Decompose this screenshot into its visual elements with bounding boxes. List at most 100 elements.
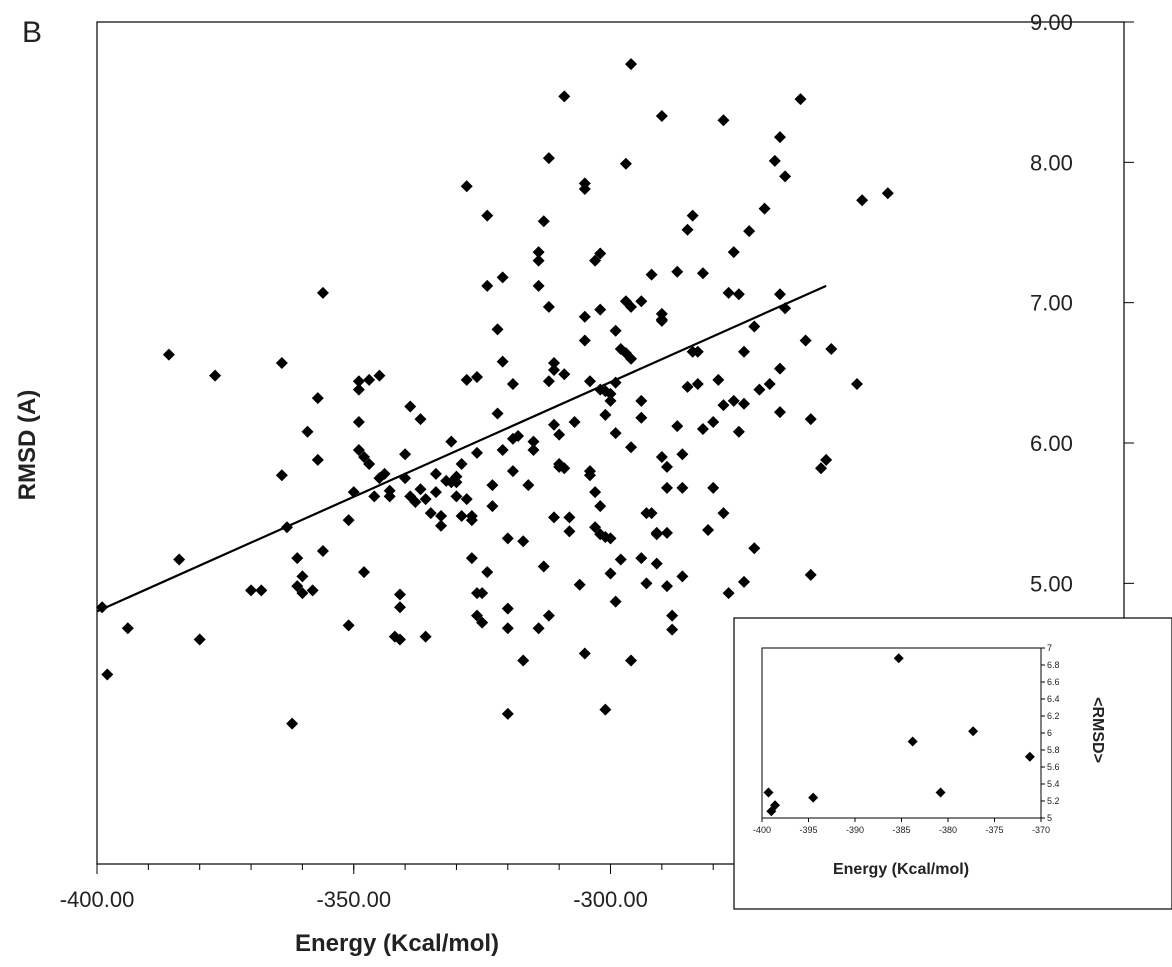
data-point-marker <box>558 368 571 381</box>
data-point-marker <box>609 324 622 337</box>
data-point-marker <box>578 334 591 347</box>
data-point-marker <box>512 429 525 442</box>
x-tick-label: -370 <box>1032 825 1050 835</box>
data-point-marker <box>702 524 715 537</box>
data-point-marker <box>650 528 663 541</box>
data-point-marker <box>291 580 304 593</box>
data-point-marker <box>491 323 504 336</box>
inset-y-axis-title: <RMSD> <box>1089 697 1106 763</box>
data-point-marker <box>455 458 468 471</box>
data-point-marker <box>655 110 668 123</box>
y-tick-label: 6.4 <box>1047 694 1060 704</box>
data-point-marker <box>435 509 448 522</box>
data-point-marker <box>311 392 324 405</box>
data-point-marker <box>455 509 468 522</box>
y-tick-label: 5 <box>1047 813 1052 823</box>
x-tick-label: -400 <box>753 825 771 835</box>
data-point-marker <box>296 587 309 600</box>
data-point-marker <box>306 584 319 597</box>
data-point-marker <box>738 575 751 588</box>
data-point-marker <box>773 288 786 301</box>
y-tick-label: 5.8 <box>1047 745 1060 755</box>
x-tick-label: -350.00 <box>316 887 391 912</box>
data-point-marker <box>255 584 268 597</box>
data-point-marker <box>625 58 638 71</box>
data-point-marker <box>609 595 622 608</box>
x-tick-label: -390 <box>846 825 864 835</box>
data-point-marker <box>101 668 114 681</box>
data-point-marker <box>660 526 673 539</box>
data-point-marker <box>660 481 673 494</box>
data-point-marker <box>501 707 514 720</box>
inset-panel <box>733 617 1172 910</box>
data-point-marker <box>935 787 946 798</box>
data-point-marker <box>738 397 751 410</box>
data-point-marker <box>491 407 504 420</box>
inset-data-points <box>763 653 1035 817</box>
main-data-points <box>96 58 894 730</box>
x-tick-label: -395 <box>799 825 817 835</box>
data-point-marker <box>655 313 668 326</box>
data-point-marker <box>558 462 571 475</box>
y-tick-label: 5.00 <box>1030 571 1073 596</box>
x-tick-label: -385 <box>892 825 910 835</box>
data-point-marker <box>522 479 535 492</box>
data-point-marker <box>696 267 709 280</box>
data-point-marker <box>717 507 730 520</box>
data-point-marker <box>460 493 473 506</box>
data-point-marker <box>393 588 406 601</box>
data-point-marker <box>815 462 828 475</box>
data-point-marker <box>727 394 740 407</box>
data-point-marker <box>548 511 561 524</box>
data-point-marker <box>373 369 386 382</box>
data-point-marker <box>496 271 509 284</box>
data-point-marker <box>193 633 206 646</box>
data-point-marker <box>548 418 561 431</box>
data-point-marker <box>352 375 365 388</box>
data-point-marker <box>496 355 509 368</box>
main-x-axis-title: Energy (Kcal/mol) <box>295 930 499 957</box>
data-point-marker <box>763 787 774 798</box>
data-point-marker <box>368 490 381 503</box>
data-point-marker <box>825 342 838 355</box>
data-point-marker <box>501 532 514 545</box>
data-point-marker <box>743 225 756 238</box>
data-point-marker <box>722 286 735 299</box>
data-point-marker <box>532 622 545 635</box>
data-point-marker <box>645 507 658 520</box>
data-point-marker <box>619 157 632 170</box>
data-point-marker <box>470 371 483 384</box>
data-point-marker <box>481 279 494 292</box>
data-point-marker <box>363 458 376 471</box>
data-point-marker <box>635 411 648 424</box>
data-point-marker <box>486 479 499 492</box>
data-point-marker <box>311 453 324 466</box>
data-point-marker <box>712 373 725 386</box>
y-tick-label: 5.6 <box>1047 762 1060 772</box>
data-point-marker <box>717 114 730 127</box>
data-point-marker <box>773 131 786 144</box>
data-point-marker <box>686 209 699 222</box>
trend-line <box>96 284 827 613</box>
data-point-marker <box>770 800 781 811</box>
y-tick-label: 6.8 <box>1047 660 1060 670</box>
data-point-marker <box>527 435 540 448</box>
data-point-marker <box>625 300 638 313</box>
data-point-marker <box>316 286 329 299</box>
data-point-marker <box>121 622 134 635</box>
data-point-marker <box>727 246 740 259</box>
data-point-marker <box>635 295 648 308</box>
panel-label: B <box>22 16 42 49</box>
data-point-marker <box>707 481 720 494</box>
data-point-marker <box>645 268 658 281</box>
data-point-marker <box>558 90 571 103</box>
data-point-marker <box>460 180 473 193</box>
data-point-marker <box>604 387 617 400</box>
y-tick-label: 9.00 <box>1030 10 1073 35</box>
data-point-marker <box>352 444 365 457</box>
data-point-marker <box>506 378 519 391</box>
data-point-marker <box>635 394 648 407</box>
data-point-marker <box>563 525 576 538</box>
data-point-marker <box>568 415 581 428</box>
